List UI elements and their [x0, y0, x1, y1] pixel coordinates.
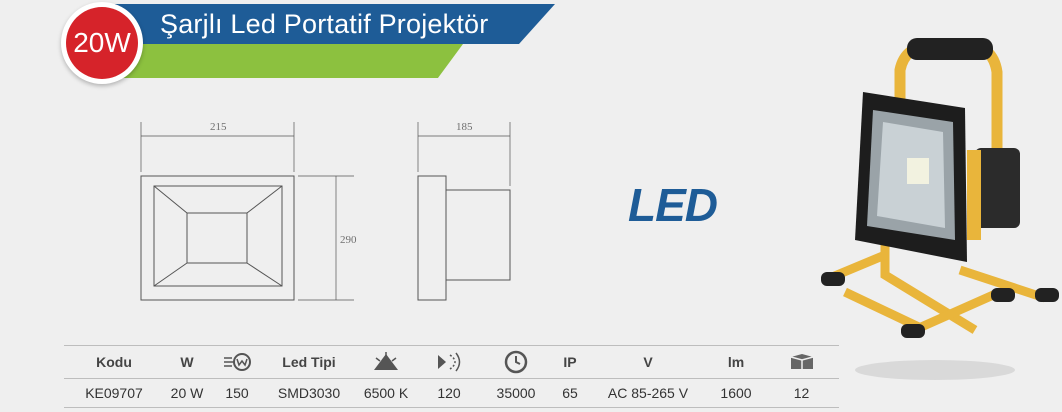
table-row: KE09707 20 W 150 SMD3030 6500 K 120 3500… — [64, 378, 839, 408]
cell-beam-angle: 120 — [418, 378, 480, 408]
cell-color-temp: 6500 K — [354, 378, 418, 408]
accent-banner — [105, 44, 463, 78]
technical-drawing: 215 290 185 — [140, 121, 511, 301]
front-view-lens — [186, 212, 248, 264]
height-dimension-label: 290 — [340, 234, 357, 246]
beam-angle-icon — [438, 352, 461, 372]
lifetime-clock-icon — [504, 350, 528, 374]
col-header-led-type: Led Tipi — [264, 345, 354, 379]
col-header-lumen: lm — [708, 345, 764, 379]
col-header-lifetime — [480, 345, 552, 379]
wattage-badge: 20W — [66, 7, 138, 79]
led-logo: LED — [628, 179, 718, 231]
equivalent-watt-icon — [224, 353, 251, 371]
col-header-watt: W — [164, 345, 210, 379]
col-header-beam-angle — [418, 345, 480, 379]
cell-code: KE09707 — [64, 378, 164, 408]
cell-lumen: 1600 — [708, 378, 764, 408]
side-view-frame — [417, 175, 447, 301]
col-header-ip: IP — [552, 345, 588, 379]
cell-voltage: AC 85-265 V — [588, 378, 708, 408]
width-dimension-label: 215 — [210, 121, 227, 133]
side-view-housing — [445, 189, 511, 281]
spec-table: Kodu W Led Tipi — [64, 345, 839, 408]
cell-watt: 20 W — [164, 378, 210, 408]
col-header-voltage: V — [588, 345, 708, 379]
cell-equivalent: 150 — [210, 378, 264, 408]
product-image — [821, 38, 1059, 380]
cell-lifetime: 35000 — [480, 378, 552, 408]
color-temperature-icon — [374, 352, 398, 370]
depth-dimension-label: 185 — [456, 121, 473, 133]
package-box-icon — [790, 354, 813, 370]
front-view-outline — [140, 175, 295, 301]
col-header-package — [764, 345, 839, 379]
product-title: Şarjlı Led Portatif Projektör — [160, 9, 489, 39]
title-banner — [105, 4, 555, 44]
cell-package: 12 — [764, 378, 839, 408]
cell-led-type: SMD3030 — [264, 378, 354, 408]
front-view-bezel — [153, 185, 283, 287]
col-header-color-temp — [354, 345, 418, 379]
col-header-equivalent — [210, 345, 264, 379]
col-header-code: Kodu — [64, 345, 164, 379]
cell-ip: 65 — [552, 378, 588, 408]
spec-table-header-row: Kodu W Led Tipi — [64, 345, 839, 379]
